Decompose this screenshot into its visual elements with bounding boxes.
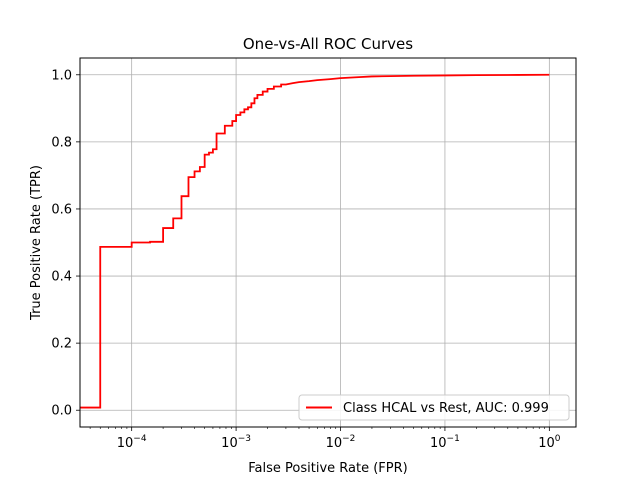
x-tick-label: 100 (538, 434, 561, 451)
y-tick-label: 1.0 (51, 68, 72, 83)
x-tick-label: 10−4 (117, 434, 147, 451)
y-tick-label: 0.2 (51, 337, 72, 352)
plot-frame (79, 57, 577, 428)
y-axis-ticks: 0.0 0.2 0.4 0.6 0.8 1.0 (51, 68, 80, 419)
grid-layer (80, 58, 576, 427)
y-tick-label: 0.6 (51, 202, 72, 217)
x-tick-label: 10−2 (326, 434, 356, 451)
roc-curve-line (80, 73, 550, 409)
y-tick-label: 0.4 (51, 270, 72, 285)
x-tick-label: 10−3 (221, 434, 251, 451)
y-tick-label: 0.0 (51, 404, 72, 419)
x-tick-label: 10−1 (430, 434, 460, 451)
plot-area (79, 57, 577, 428)
x-axis-ticks: 10−4 10−3 10−2 10−1 100 (89, 427, 561, 451)
x-axis-label: False Positive Rate (FPR) (248, 461, 407, 476)
y-axis-label: True Positive Rate (TPR) (29, 165, 44, 321)
legend-box (298, 394, 570, 421)
y-tick-label: 0.8 (51, 135, 72, 150)
series-layer (80, 73, 550, 409)
legend-entry-label: Class HCAL vs Rest, AUC: 0.999 (343, 401, 549, 416)
legend: Class HCAL vs Rest, AUC: 0.999 (298, 394, 570, 421)
chart-title: One-vs-All ROC Curves (243, 35, 413, 53)
